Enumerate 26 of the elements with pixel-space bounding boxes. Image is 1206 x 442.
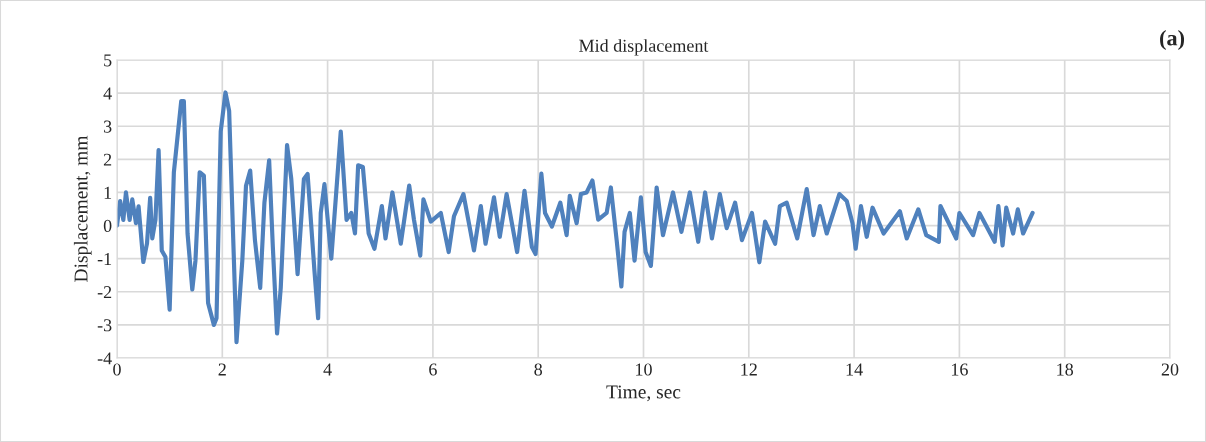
y-tick-label: 3 (103, 120, 112, 133)
y-axis-title: Displacement, mm (73, 135, 92, 282)
line-series (117, 90, 1035, 345)
y-tick-label: -4 (97, 352, 112, 365)
x-tick-label: 0 (113, 363, 121, 376)
y-tick-label: 2 (103, 153, 112, 166)
x-tick-label: 14 (846, 363, 863, 376)
y-tick-label: 5 (104, 54, 112, 67)
y-tick-label: 1 (104, 186, 112, 199)
chart-title: Mid displacement (579, 39, 709, 56)
x-tick-label: 10 (636, 363, 652, 376)
y-tick-label: -2 (97, 286, 112, 299)
x-tick-label: 4 (323, 363, 332, 376)
y-tick-label: 0 (103, 219, 112, 232)
x-tick-label: 2 (218, 363, 226, 376)
x-tick-label: 18 (1057, 363, 1074, 376)
x-tick-label: 8 (534, 363, 543, 376)
x-tick-label: 20 (1161, 363, 1179, 376)
y-tick-label: -3 (97, 319, 112, 332)
x-tick-label: 16 (951, 363, 968, 376)
x-axis-title: Time, sec (606, 385, 681, 402)
x-tick-label: 6 (429, 363, 437, 376)
y-tick-label: 4 (103, 87, 112, 100)
x-tick-label: 12 (741, 363, 757, 376)
y-tick-label: -1 (97, 253, 112, 265)
text: (a) (1160, 29, 1185, 51)
